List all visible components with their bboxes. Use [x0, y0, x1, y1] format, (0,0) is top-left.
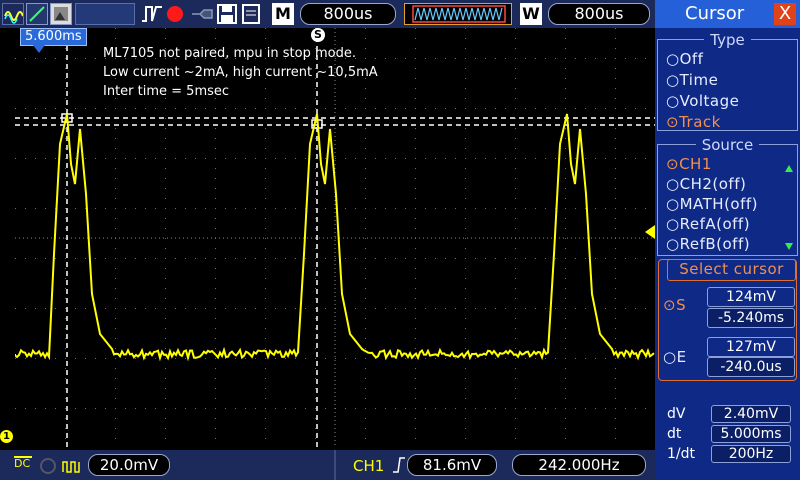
cursor-source-section: Source ⊙CH1 ○CH2(off) ○MATH(off) ○RefA(o…: [657, 144, 798, 256]
window-scale-display[interactable]: 800us: [548, 3, 650, 25]
trigger-level-marker[interactable]: [645, 225, 655, 239]
dt-value: 5.000ms: [711, 425, 791, 443]
pulse-icon: [140, 3, 164, 25]
waveform-display[interactable]: 5.600ms S ML7105 not paired, mpu in stop…: [15, 28, 655, 448]
cursor-e-voltage: 127mV: [707, 337, 795, 357]
cursor-e-time: -240.0us: [707, 357, 795, 377]
probe-attenuation-icon[interactable]: [62, 458, 82, 478]
waveform-overview[interactable]: [404, 3, 512, 25]
trigger-delay-pointer: [33, 45, 45, 53]
inverse-dt-value: 200Hz: [711, 445, 791, 463]
trigger-position-marker[interactable]: S: [311, 28, 325, 42]
file-icon[interactable]: [240, 3, 262, 25]
dv-value: 2.40mV: [711, 405, 791, 423]
close-button[interactable]: X: [774, 3, 796, 25]
coupling-label[interactable]: DC: [14, 456, 32, 469]
probe-icon[interactable]: [190, 3, 214, 25]
bottom-status-bar: DC 20.0mV CH1 81.6mV 242.000Hz: [0, 450, 655, 480]
trigger-level-display[interactable]: 81.6mV: [407, 454, 497, 476]
cursor-s-voltage: 124mV: [707, 287, 795, 307]
note-line-1: ML7105 not paired, mpu in stop mode.: [103, 46, 356, 61]
type-heading: Type: [658, 31, 797, 49]
status-box: [75, 3, 135, 25]
note-line-2: Low current ~2mA, high current ~10,5mA: [103, 65, 378, 80]
source-option-math[interactable]: ○MATH(off): [666, 195, 758, 213]
edge-icon[interactable]: [26, 3, 48, 25]
source-option-ch2[interactable]: ○CH2(off): [666, 175, 746, 193]
note-line-3: Inter time = 5msec: [103, 84, 229, 99]
source-option-ch1[interactable]: ⊙CH1: [666, 155, 712, 173]
select-cursor-section: Select cursor ⊙S 124mV -5.240ms ○E 127mV…: [658, 259, 797, 381]
trigger-source-label[interactable]: CH1: [353, 457, 384, 475]
type-option-time[interactable]: ○Time: [666, 71, 718, 89]
trigger-delay-label: 5.600ms: [20, 28, 87, 46]
source-option-refb[interactable]: ○RefB(off): [666, 235, 750, 253]
window-button[interactable]: W: [520, 3, 542, 25]
ch1-scale-display[interactable]: 20.0mV: [88, 454, 170, 476]
cursor-panel: Cursor X Type ○Off ○Time ○Voltage ⊙Track…: [655, 0, 800, 480]
select-cursor-s[interactable]: ⊙S: [663, 296, 686, 314]
run-stop-icon[interactable]: [165, 3, 185, 25]
scroll-down-icon[interactable]: [785, 243, 793, 250]
ch1-ground-marker[interactable]: 1: [0, 430, 13, 443]
select-cursor-heading: Select cursor: [667, 259, 796, 281]
cursor-s-time: -5.240ms: [707, 308, 795, 328]
memory-depth-button[interactable]: M: [272, 3, 294, 25]
horizontal-scale-display[interactable]: 800us: [300, 3, 396, 25]
waveform-icon[interactable]: [2, 3, 24, 25]
coupling-value: DC: [14, 457, 30, 470]
cursor-type-section: Type ○Off ○Time ○Voltage ⊙Track: [657, 39, 798, 131]
top-toolbar: M 800us W 800us: [0, 0, 655, 28]
scroll-up-icon[interactable]: [785, 165, 793, 172]
image-icon[interactable]: [50, 3, 72, 25]
source-option-refa[interactable]: ○RefA(off): [666, 215, 750, 233]
type-option-track[interactable]: ⊙Track: [666, 113, 721, 131]
bandwidth-icon[interactable]: [40, 458, 56, 474]
dt-label: dt: [667, 426, 681, 442]
source-heading: Source: [658, 136, 797, 154]
type-option-off[interactable]: ○Off: [666, 50, 703, 68]
inverse-dt-label: 1/dt: [667, 446, 695, 462]
type-option-voltage[interactable]: ○Voltage: [666, 92, 739, 110]
dv-label: dV: [667, 406, 685, 422]
frequency-display: 242.000Hz: [512, 454, 646, 476]
save-icon[interactable]: [216, 3, 238, 25]
rising-edge-icon: [392, 457, 406, 477]
divider: [334, 450, 336, 480]
select-cursor-e[interactable]: ○E: [663, 348, 687, 366]
